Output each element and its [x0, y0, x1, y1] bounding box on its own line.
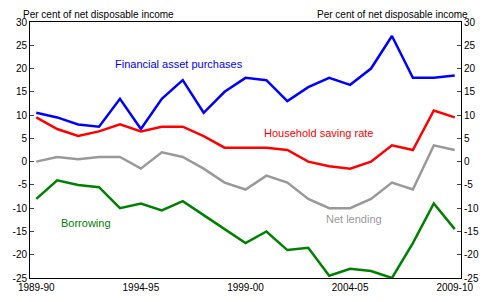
- svg-text:Per cent of net disposable inc: Per cent of net disposable income: [317, 9, 468, 20]
- svg-text:0: 0: [21, 156, 27, 167]
- svg-text:15: 15: [16, 86, 28, 97]
- svg-text:-15: -15: [464, 226, 479, 237]
- svg-text:1989-90: 1989-90: [18, 282, 55, 293]
- svg-text:-10: -10: [13, 203, 28, 214]
- svg-text:30: 30: [464, 17, 476, 28]
- svg-text:-20: -20: [13, 249, 28, 260]
- svg-text:5: 5: [464, 133, 470, 144]
- svg-text:-25: -25: [13, 273, 28, 284]
- svg-text:1994-95: 1994-95: [123, 282, 160, 293]
- svg-text:-5: -5: [18, 179, 27, 190]
- svg-text:Net lending: Net lending: [326, 213, 382, 225]
- svg-text:Borrowing: Borrowing: [61, 217, 111, 229]
- svg-text:2004-05: 2004-05: [332, 282, 369, 293]
- svg-text:-15: -15: [13, 226, 28, 237]
- svg-text:20: 20: [464, 63, 476, 74]
- svg-text:2009-10: 2009-10: [436, 282, 473, 293]
- svg-text:-20: -20: [464, 249, 479, 260]
- svg-text:-10: -10: [464, 203, 479, 214]
- svg-text:-5: -5: [464, 179, 473, 190]
- svg-text:Financial asset purchases: Financial asset purchases: [115, 58, 243, 70]
- svg-text:1999-00: 1999-00: [227, 282, 264, 293]
- svg-text:20: 20: [16, 63, 28, 74]
- svg-text:30: 30: [16, 17, 28, 28]
- svg-text:0: 0: [464, 156, 470, 167]
- svg-text:-25: -25: [464, 273, 479, 284]
- svg-text:25: 25: [464, 40, 476, 51]
- svg-text:5: 5: [21, 133, 27, 144]
- svg-text:10: 10: [464, 110, 476, 121]
- svg-text:10: 10: [16, 110, 28, 121]
- svg-text:25: 25: [16, 40, 28, 51]
- svg-text:Per cent of net disposable inc: Per cent of net disposable income: [23, 9, 174, 20]
- svg-text:Household saving rate: Household saving rate: [264, 127, 373, 139]
- svg-text:15: 15: [464, 86, 476, 97]
